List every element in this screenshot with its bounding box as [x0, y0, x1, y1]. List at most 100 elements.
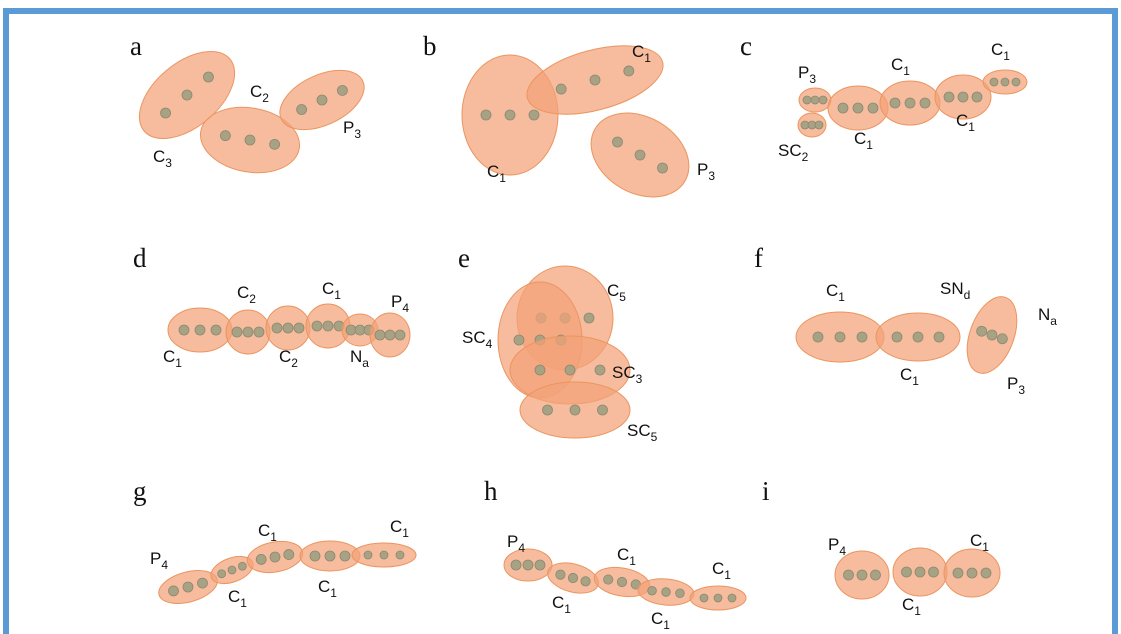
bead-subscript: 4: [839, 544, 846, 558]
bead-subscript: 1: [1003, 49, 1010, 63]
atom: [218, 570, 226, 578]
bead-subscript: 3: [354, 127, 361, 141]
bead-subscript: 1: [334, 288, 341, 302]
panel-letter: g: [133, 476, 147, 506]
atom: [529, 110, 539, 120]
atom: [505, 110, 515, 120]
atom: [556, 570, 565, 579]
atom: [232, 327, 242, 337]
bead-subscript: 1: [175, 356, 182, 370]
panel-letter: i: [762, 476, 770, 506]
bead-subscript: a: [1050, 314, 1057, 328]
bead-subscript: 1: [866, 138, 873, 152]
atom: [658, 163, 668, 173]
atom: [270, 139, 280, 149]
bead-name: C: [632, 42, 644, 61]
atom: [838, 103, 848, 113]
bead-subscript: a: [362, 356, 369, 370]
atom: [934, 332, 944, 342]
atom: [905, 98, 915, 108]
bead-name: C: [617, 545, 629, 564]
atom: [853, 103, 863, 113]
atom: [987, 330, 997, 340]
panel-letter: c: [740, 31, 752, 61]
bead-name: C: [258, 521, 270, 540]
atom: [325, 551, 335, 561]
atom: [179, 325, 189, 335]
atom: [355, 325, 365, 335]
bead-subscript: 4: [486, 337, 493, 351]
bead-name: C: [390, 517, 402, 536]
bead-name: P: [1007, 374, 1018, 393]
atom: [364, 551, 372, 559]
atom: [375, 330, 385, 340]
bead-subscript: 1: [982, 540, 989, 554]
atom: [238, 562, 246, 570]
bead-subscript: 1: [270, 530, 277, 544]
atom: [857, 570, 867, 580]
atom: [676, 589, 685, 598]
atom: [728, 594, 736, 602]
bead-name: C: [900, 365, 912, 384]
panel-letter: e: [458, 243, 470, 273]
bead-subscript: 2: [802, 150, 809, 164]
bead-name: P: [507, 532, 518, 551]
atom: [815, 121, 823, 129]
panel-letter: b: [423, 31, 437, 61]
bead-subscript: 1: [330, 586, 337, 600]
bead-name: C: [228, 587, 240, 606]
atom: [272, 323, 282, 333]
atom: [648, 586, 657, 595]
atom: [953, 568, 963, 578]
bead-subscript: 1: [564, 602, 571, 616]
bead-name: C: [163, 347, 175, 366]
atom: [243, 327, 253, 337]
atom: [312, 321, 322, 331]
bead-subscript: 1: [240, 596, 247, 610]
atom: [346, 325, 356, 335]
atom: [220, 131, 230, 141]
atom: [245, 135, 255, 145]
atom: [944, 92, 954, 102]
bead-name: SN: [940, 279, 964, 298]
atom: [254, 327, 264, 337]
bead-name: P: [828, 535, 839, 554]
atom: [624, 66, 634, 76]
bead-subscript: 3: [165, 156, 172, 170]
atom: [890, 98, 900, 108]
panel-letter: h: [484, 476, 498, 506]
bead-name: C: [153, 147, 165, 166]
bead-subscript: 3: [809, 72, 816, 86]
bead-subscript: 3: [708, 169, 715, 183]
atom: [310, 551, 320, 561]
atom: [1012, 78, 1020, 86]
bead-name: C: [826, 281, 838, 300]
atom: [920, 98, 930, 108]
atom: [337, 85, 347, 95]
bead-name: N: [1038, 305, 1050, 324]
atom: [256, 554, 266, 564]
bead-name: C: [318, 577, 330, 596]
atom: [284, 550, 294, 560]
atom: [294, 323, 304, 333]
bead-subscript: 1: [912, 374, 919, 388]
bead-name: C: [237, 283, 249, 302]
atom: [967, 568, 977, 578]
panel-letter: d: [133, 243, 147, 273]
bead-name: P: [798, 63, 809, 82]
bead-subscript: 1: [903, 64, 910, 78]
bead-subscript: 2: [262, 91, 269, 105]
atom: [857, 332, 867, 342]
atom: [892, 332, 902, 342]
atom: [183, 582, 193, 592]
atom: [929, 567, 939, 577]
atom: [565, 365, 575, 375]
bead-subscript: 2: [291, 356, 298, 370]
atom: [714, 594, 722, 602]
atom: [195, 325, 205, 335]
bead-subscript: 3: [636, 372, 643, 386]
atom: [700, 594, 708, 602]
atom: [803, 96, 811, 104]
atom: [813, 332, 823, 342]
atom: [396, 551, 404, 559]
